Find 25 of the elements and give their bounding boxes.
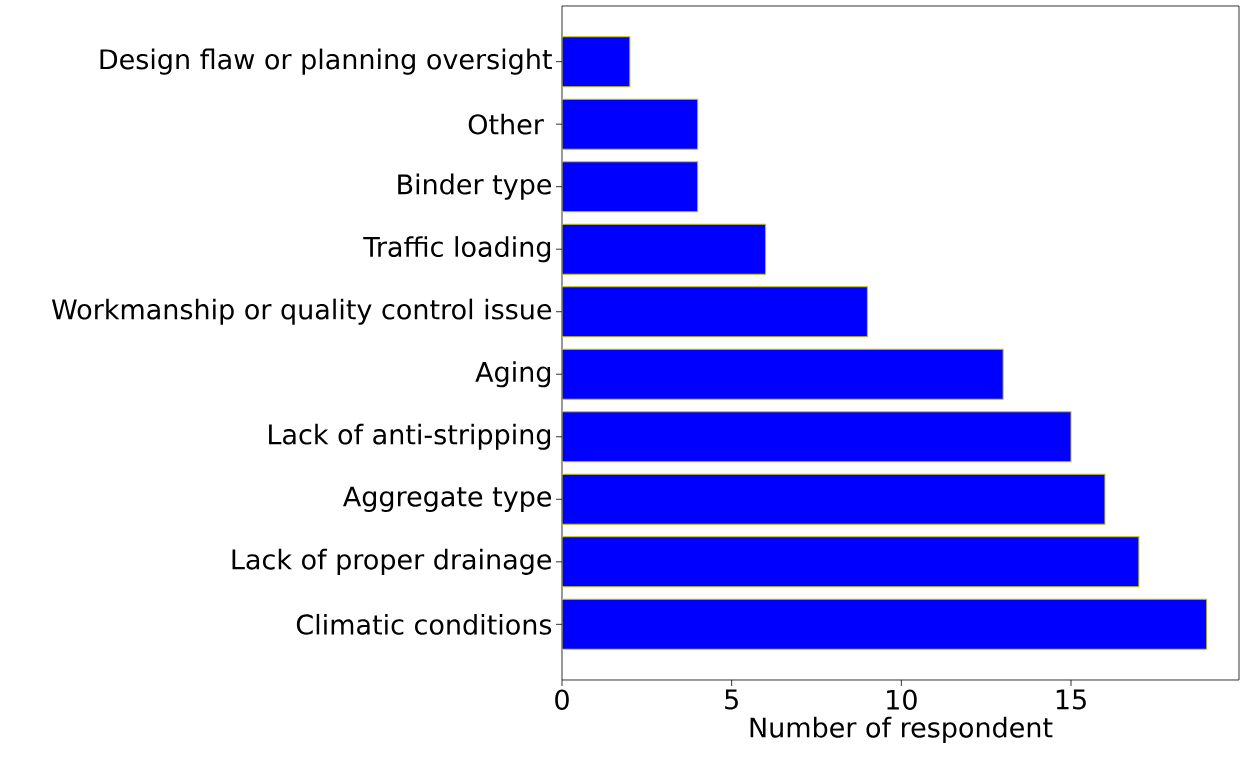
y-tick-label: Climatic conditions: [296, 613, 552, 635]
y-tick-label: Other: [468, 113, 544, 135]
y-tick-label: Binder type: [398, 173, 552, 200]
y-tick-label: Lack of proper drainage: [232, 548, 552, 575]
y-tick-label: Traffic loading: [363, 236, 551, 263]
x-axis-title: Number of respondent: [750, 716, 1053, 743]
y-tick-label: Aggregate type: [343, 486, 552, 512]
y-tick-label: Design flaw or planning oversight: [100, 48, 552, 75]
x-tick-label: 10: [887, 689, 917, 710]
bar: [561, 286, 868, 338]
y-tick-label: Aging: [475, 361, 551, 388]
x-tick-label: 5: [725, 689, 738, 710]
bar: [561, 411, 1072, 463]
bar: [561, 36, 631, 88]
bar: [561, 473, 1106, 525]
bar: [561, 536, 1140, 588]
y-tick-label: Lack of anti-stripping: [269, 423, 551, 450]
bar: [561, 223, 767, 275]
x-tick-label: 15: [1056, 689, 1086, 710]
x-tick-label: 0: [555, 689, 569, 710]
bar: [561, 348, 1004, 400]
bar: [561, 598, 1208, 650]
y-tick-label: Workmanship or quality control issue: [51, 298, 552, 325]
bar: [561, 98, 699, 150]
bar: [561, 161, 699, 213]
